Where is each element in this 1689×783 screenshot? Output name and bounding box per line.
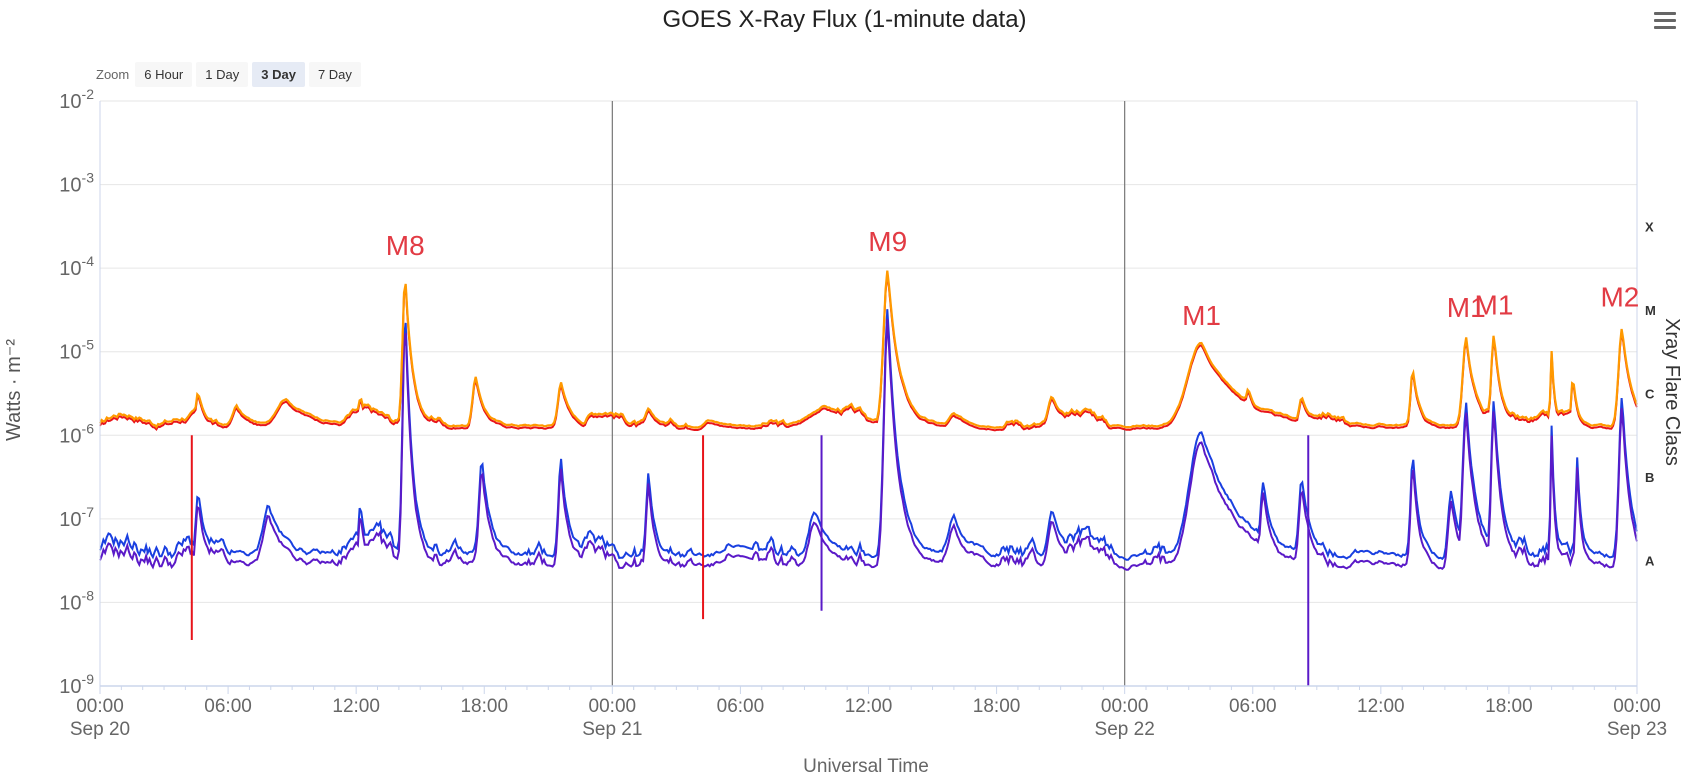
x-tick-label: 06:00 bbox=[204, 696, 252, 717]
series-short-secondary-line bbox=[99, 309, 1638, 561]
zoom-toolbar: Zoom 6 Hour 1 Day 3 Day 7 Day bbox=[96, 60, 365, 88]
series-long-secondary-line bbox=[99, 272, 1638, 432]
zoom-label: Zoom bbox=[96, 66, 130, 82]
zoom-1-day-button[interactable]: 1 Day bbox=[196, 61, 249, 87]
zoom-6-hour-button[interactable]: 6 Hour bbox=[135, 61, 193, 87]
y-tick-label: 10-8 bbox=[59, 587, 94, 614]
flare-class-label: C bbox=[1645, 387, 1655, 402]
x-tick-date-label: Sep 20 bbox=[70, 719, 130, 740]
x-tick-label: 18:00 bbox=[973, 696, 1021, 717]
chart-title: GOES X-Ray Flux (1-minute data) bbox=[662, 6, 1027, 33]
grid bbox=[100, 100, 1637, 687]
hamburger-icon bbox=[1654, 12, 1676, 15]
y-tick-label: 10-5 bbox=[59, 337, 94, 364]
flare-class-label: A bbox=[1645, 554, 1655, 569]
x-tick-date-label: Sep 23 bbox=[1607, 719, 1667, 740]
y-tick-label: 10-6 bbox=[59, 420, 94, 447]
x-tick-label: 18:00 bbox=[1485, 696, 1533, 717]
series-layer bbox=[99, 270, 1639, 686]
chart-menu-button[interactable] bbox=[1650, 8, 1680, 36]
flare-annotation: M9 bbox=[868, 226, 907, 257]
x-axis-label: Universal Time bbox=[803, 756, 929, 777]
flare-class-label: B bbox=[1645, 470, 1654, 485]
flare-class-axis-label: Xray Flare Class bbox=[1661, 318, 1683, 466]
y-tick-label: 10-2 bbox=[59, 86, 94, 113]
series-long-line bbox=[99, 270, 1639, 429]
y-tick-label: 10-7 bbox=[59, 504, 94, 531]
hamburger-icon-bar bbox=[1654, 19, 1676, 22]
flare-annotation: M2 bbox=[1600, 282, 1639, 313]
flare-annotation: M8 bbox=[386, 230, 425, 261]
y-axis-label: Watts · m⁻² bbox=[3, 339, 25, 441]
x-tick-label: 00:00 bbox=[76, 696, 124, 717]
axes: 10-210-310-410-510-610-710-810-900:00Sep… bbox=[59, 86, 1667, 740]
flare-class-label: M bbox=[1645, 303, 1656, 318]
x-tick-label: 00:00 bbox=[1101, 696, 1149, 717]
x-tick-label: 18:00 bbox=[460, 696, 508, 717]
flare-annotation: M1 bbox=[1447, 292, 1486, 323]
x-tick-label: 06:00 bbox=[717, 696, 765, 717]
zoom-3-day-button[interactable]: 3 Day bbox=[252, 61, 305, 87]
zoom-7-day-button[interactable]: 7 Day bbox=[308, 61, 361, 87]
y-tick-label: 10-3 bbox=[59, 170, 94, 197]
x-tick-label: 12:00 bbox=[1357, 696, 1405, 717]
x-tick-label: 12:00 bbox=[845, 696, 893, 717]
x-tick-date-label: Sep 21 bbox=[582, 719, 642, 740]
x-tick-label: 00:00 bbox=[589, 696, 637, 717]
flare-annotation: M1 bbox=[1182, 300, 1221, 331]
x-tick-label: 12:00 bbox=[332, 696, 380, 717]
y-tick-label: 10-9 bbox=[59, 671, 94, 698]
series-short-line bbox=[99, 319, 1638, 571]
x-tick-date-label: Sep 22 bbox=[1095, 719, 1155, 740]
flare-annotation: M1 bbox=[1475, 290, 1514, 321]
flare-class-label: X bbox=[1645, 219, 1654, 234]
x-tick-label: 06:00 bbox=[1229, 696, 1277, 717]
x-tick-label: 00:00 bbox=[1613, 696, 1661, 717]
y-tick-label: 10-4 bbox=[59, 253, 94, 280]
hamburger-icon-bar bbox=[1654, 26, 1676, 29]
